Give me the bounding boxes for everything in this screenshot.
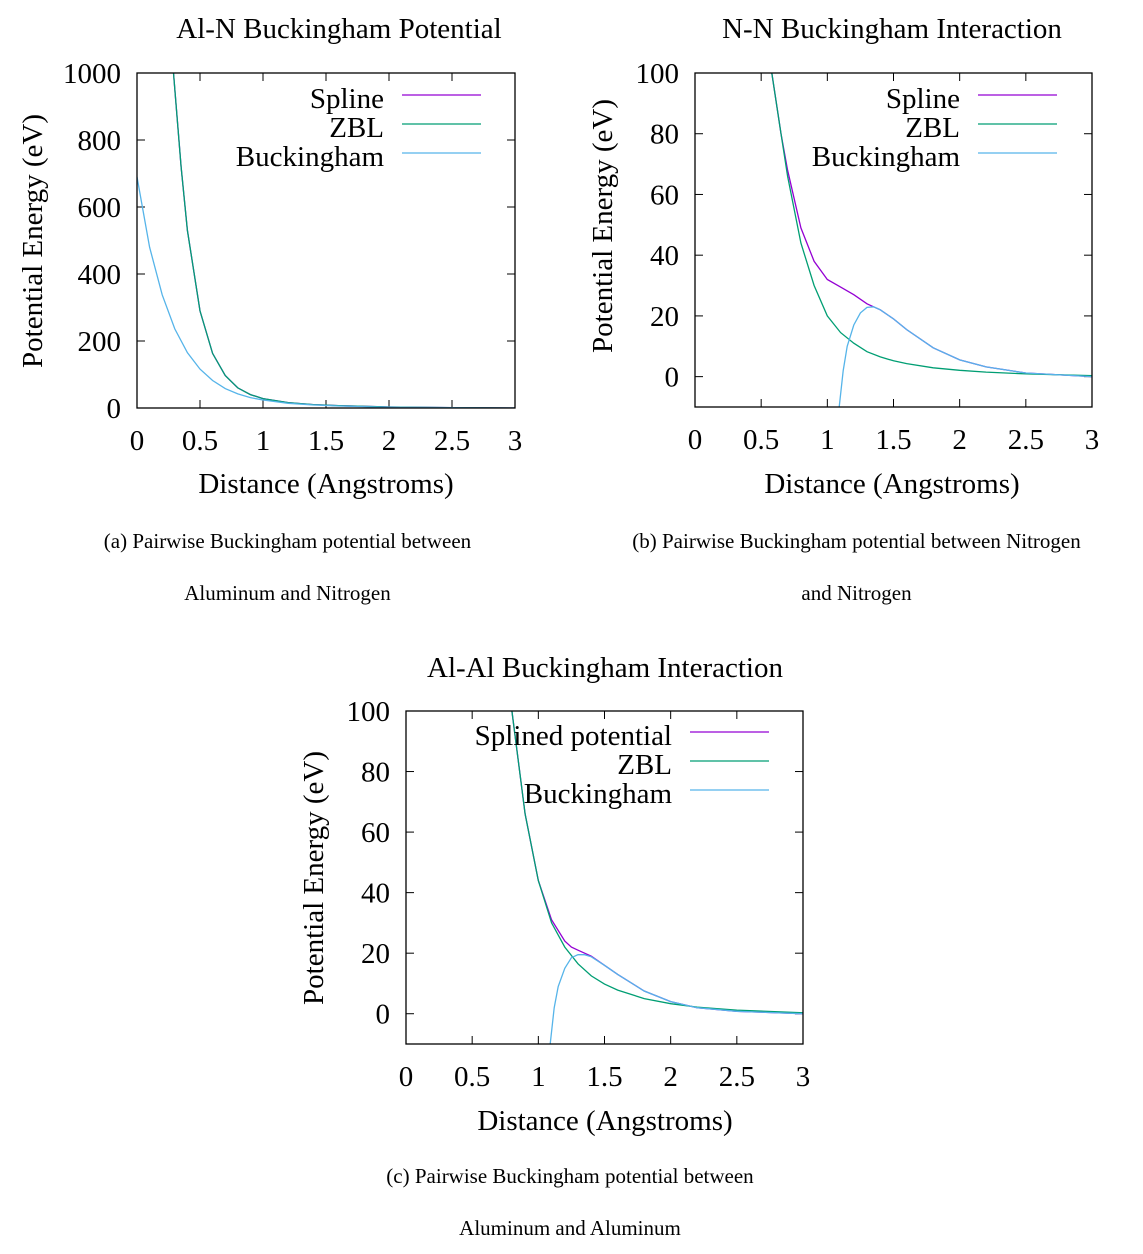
y-tick-label: 800 xyxy=(78,125,122,157)
x-axis-label: Distance (Angstroms) xyxy=(477,1105,732,1137)
chart-aln-svg: Al-N Buckingham Potential Distance (Angst… xyxy=(17,13,523,500)
x-tick-label: 1.5 xyxy=(875,424,911,456)
y-tick-label: 0 xyxy=(665,362,680,394)
caption-c: (c) Pairwise Buckingham potential betwee… xyxy=(280,1150,860,1254)
plot-frame xyxy=(694,72,1093,408)
caption-a: (a) Pairwise Buckingham potential betwee… xyxy=(0,515,575,619)
y-tick-label: 20 xyxy=(361,938,390,970)
y-tick-label: 100 xyxy=(636,58,680,90)
chart-panel-aln: Al-N Buckingham Potential Distance (Angst… xyxy=(0,0,560,510)
x-tick-label: 1 xyxy=(531,1061,546,1093)
legend-label: Buckingham xyxy=(236,141,385,173)
y-axis-label: Potential Energy (eV) xyxy=(17,114,49,368)
legend-label: Splined potential xyxy=(475,720,672,752)
chart-title: Al-Al Buckingham Interaction xyxy=(427,652,783,684)
legend-label: ZBL xyxy=(329,112,384,144)
chart-title: N-N Buckingham Interaction xyxy=(722,13,1062,45)
y-tick-label: 40 xyxy=(361,878,390,910)
legend-label: Spline xyxy=(886,83,960,115)
caption-a-line2: Aluminum and Nitrogen xyxy=(184,581,391,605)
legend-label: Spline xyxy=(310,83,384,115)
y-tick-label: 600 xyxy=(78,192,122,224)
y-tick-label: 40 xyxy=(650,240,679,272)
y-tick-label: 80 xyxy=(650,119,679,151)
x-tick-label: 0.5 xyxy=(743,424,779,456)
x-tick-label: 1 xyxy=(820,424,835,456)
chart-nn-svg: N-N Buckingham Interaction Distance (Angs… xyxy=(587,13,1100,500)
x-tick-label: 2.5 xyxy=(434,425,470,457)
x-tick-label: 0 xyxy=(688,424,703,456)
y-tick-label: 100 xyxy=(347,696,391,728)
x-tick-label: 1.5 xyxy=(308,425,344,457)
caption-c-line1: (c) Pairwise Buckingham potential betwee… xyxy=(386,1164,754,1188)
y-tick-label: 1000 xyxy=(63,58,121,90)
chart-title: Al-N Buckingham Potential xyxy=(176,13,501,45)
plot-frame xyxy=(136,72,516,409)
y-tick-label: 400 xyxy=(78,259,122,291)
x-tick-label: 2 xyxy=(952,424,967,456)
caption-c-line2: Aluminum and Aluminum xyxy=(459,1216,681,1240)
series-line-buckingham xyxy=(549,954,803,1044)
chart-panel-alal: Al-Al Buckingham Interaction Distance (An… xyxy=(280,640,860,1145)
x-axis-label: Distance (Angstroms) xyxy=(198,468,453,500)
y-tick-label: 20 xyxy=(650,301,679,333)
x-tick-label: 1.5 xyxy=(586,1061,622,1093)
series-line-buckingham xyxy=(838,306,1092,407)
x-tick-label: 1 xyxy=(256,425,271,457)
series-line-buckingham xyxy=(137,176,515,408)
x-tick-label: 0 xyxy=(130,425,145,457)
series-line-zbl xyxy=(771,73,1092,377)
x-tick-label: 2.5 xyxy=(719,1061,755,1093)
y-tick-label: 0 xyxy=(107,393,122,425)
chart-panel-nn: N-N Buckingham Interaction Distance (Angs… xyxy=(570,0,1143,510)
y-tick-label: 200 xyxy=(78,326,122,358)
legend-label: Buckingham xyxy=(812,141,961,173)
y-tick-label: 60 xyxy=(361,817,390,849)
caption-a-line1: (a) Pairwise Buckingham potential betwee… xyxy=(103,529,472,553)
x-tick-label: 0.5 xyxy=(182,425,218,457)
legend-label: ZBL xyxy=(905,112,960,144)
x-axis-label: Distance (Angstroms) xyxy=(764,468,1019,500)
y-axis-label: Potential Energy (eV) xyxy=(298,751,330,1005)
y-tick-label: 0 xyxy=(376,999,391,1031)
legend-label: ZBL xyxy=(617,749,672,781)
y-axis-label: Potential Energy (eV) xyxy=(587,99,619,353)
x-tick-label: 2 xyxy=(663,1061,678,1093)
plot-frame xyxy=(405,710,804,1045)
caption-b-line1: (b) Pairwise Buckingham potential betwee… xyxy=(632,529,1081,553)
x-tick-label: 3 xyxy=(508,425,523,457)
x-tick-label: 3 xyxy=(1085,424,1100,456)
x-tick-label: 0.5 xyxy=(454,1061,490,1093)
chart-alal-svg: Al-Al Buckingham Interaction Distance (An… xyxy=(298,652,811,1137)
x-tick-label: 2.5 xyxy=(1008,424,1044,456)
x-tick-label: 2 xyxy=(382,425,397,457)
caption-b: (b) Pairwise Buckingham potential betwee… xyxy=(570,515,1143,619)
y-tick-label: 60 xyxy=(650,179,679,211)
y-tick-label: 80 xyxy=(361,757,390,789)
x-tick-label: 0 xyxy=(399,1061,414,1093)
legend-label: Buckingham xyxy=(524,778,673,810)
x-tick-label: 3 xyxy=(796,1061,811,1093)
caption-b-line2: and Nitrogen xyxy=(801,581,912,605)
